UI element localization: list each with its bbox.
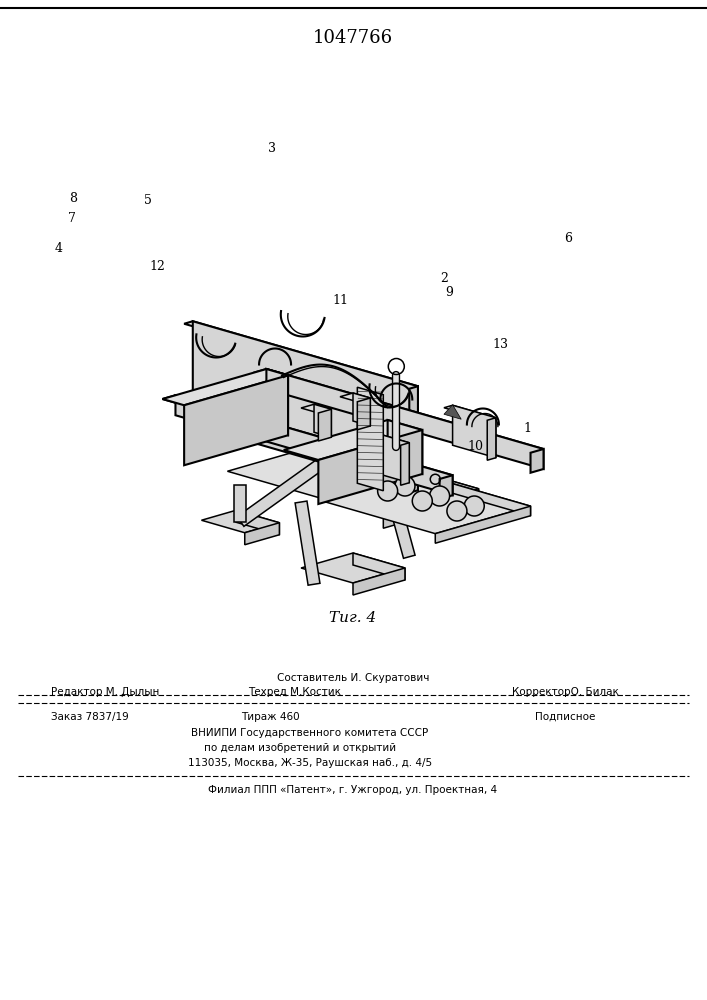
Text: 12: 12 (149, 260, 165, 273)
Text: 10: 10 (467, 440, 483, 454)
Text: 3: 3 (268, 141, 276, 154)
Circle shape (395, 476, 415, 496)
Text: Техред М.Костик: Техред М.Костик (248, 687, 341, 697)
Polygon shape (353, 553, 405, 580)
Text: 13: 13 (492, 338, 508, 352)
Text: Составитель И. Скуратович: Составитель И. Скуратович (277, 673, 429, 683)
Polygon shape (301, 404, 332, 413)
Polygon shape (318, 409, 332, 441)
Polygon shape (184, 375, 288, 465)
Text: 11: 11 (332, 294, 348, 306)
Polygon shape (409, 386, 418, 493)
Text: 5: 5 (144, 194, 152, 207)
Polygon shape (284, 420, 422, 460)
Text: 4: 4 (55, 241, 63, 254)
Polygon shape (295, 501, 320, 585)
Polygon shape (228, 444, 479, 516)
Circle shape (464, 496, 484, 516)
Polygon shape (530, 449, 544, 473)
Polygon shape (418, 474, 530, 516)
Polygon shape (253, 369, 544, 453)
Text: 1: 1 (523, 422, 531, 434)
Text: 6: 6 (564, 232, 572, 244)
Polygon shape (436, 506, 530, 543)
Text: 9: 9 (445, 286, 453, 300)
Polygon shape (318, 430, 422, 504)
Text: 8: 8 (69, 192, 77, 205)
Polygon shape (236, 510, 279, 535)
Polygon shape (267, 369, 544, 469)
Circle shape (430, 486, 450, 506)
Polygon shape (193, 321, 418, 490)
Text: по делам изобретений и открытий: по делам изобретений и открытий (204, 743, 396, 753)
Polygon shape (267, 369, 288, 435)
Text: 1047766: 1047766 (313, 29, 393, 47)
Text: Заказ 7837/19: Заказ 7837/19 (51, 712, 129, 722)
Polygon shape (322, 474, 530, 534)
Text: ВНИИПИ Государственного комитета СССР: ВНИИПИ Государственного комитета СССР (192, 728, 428, 738)
Polygon shape (163, 395, 452, 479)
Polygon shape (387, 420, 422, 474)
Polygon shape (163, 369, 288, 405)
Polygon shape (382, 475, 415, 558)
Polygon shape (237, 455, 330, 526)
Polygon shape (452, 405, 496, 458)
Text: 2: 2 (440, 271, 448, 284)
Polygon shape (245, 523, 279, 545)
Circle shape (447, 501, 467, 521)
Polygon shape (314, 404, 332, 437)
Text: Редактор М. Дылын: Редактор М. Дылын (51, 687, 159, 697)
Text: 7: 7 (68, 212, 76, 225)
Text: Подписное: Подписное (534, 712, 595, 722)
Polygon shape (184, 321, 418, 389)
Polygon shape (201, 510, 279, 533)
Text: КорректорО. Билак: КорректорО. Билак (512, 687, 619, 697)
Circle shape (412, 491, 432, 511)
Circle shape (378, 481, 397, 501)
Polygon shape (301, 553, 405, 583)
Polygon shape (444, 405, 461, 419)
Polygon shape (357, 387, 383, 491)
Polygon shape (383, 489, 479, 528)
Polygon shape (357, 430, 409, 445)
Text: Тираж 460: Тираж 460 (240, 712, 299, 722)
Polygon shape (401, 443, 409, 485)
Text: Филиал ППП «Патент», г. Ужгород, ул. Проектная, 4: Филиал ППП «Патент», г. Ужгород, ул. Про… (209, 785, 498, 795)
Polygon shape (440, 475, 452, 499)
Polygon shape (235, 485, 247, 522)
Polygon shape (353, 568, 405, 595)
Polygon shape (175, 395, 452, 495)
Text: Τиг. 4: Τиг. 4 (329, 611, 377, 625)
Polygon shape (444, 405, 496, 420)
Polygon shape (357, 398, 370, 430)
Polygon shape (353, 393, 370, 426)
Polygon shape (340, 393, 370, 402)
Polygon shape (322, 444, 479, 501)
Polygon shape (366, 430, 409, 483)
Text: 113035, Москва, Ж-35, Раушская наб., д. 4/5: 113035, Москва, Ж-35, Раушская наб., д. … (188, 758, 432, 768)
Polygon shape (487, 418, 496, 460)
